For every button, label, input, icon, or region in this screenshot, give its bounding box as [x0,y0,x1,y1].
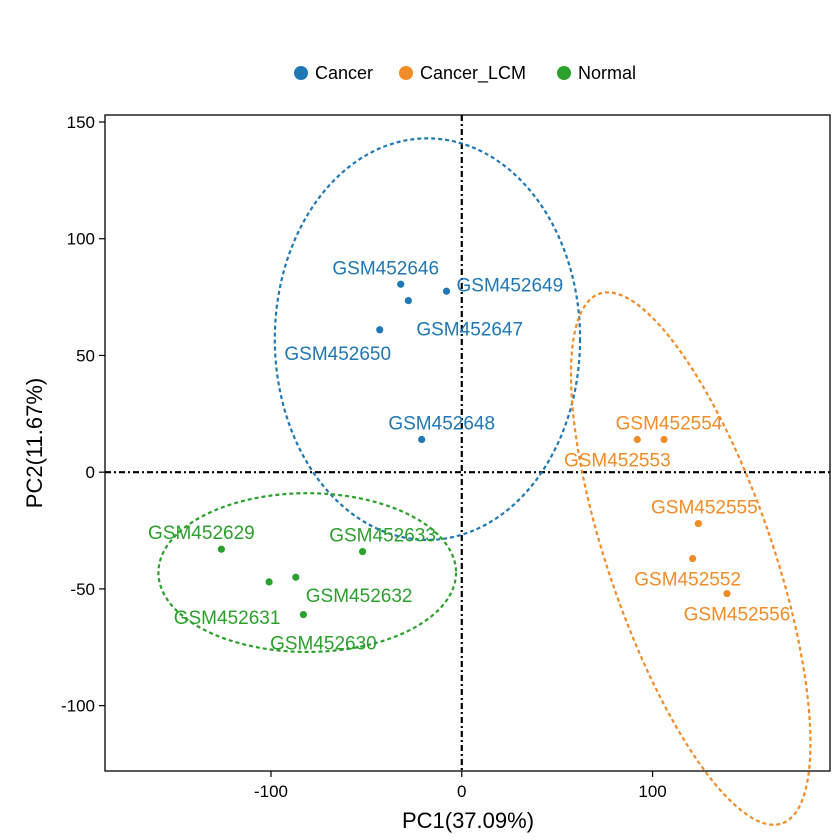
point-label-gsm452555: GSM452555 [651,498,758,519]
x-axis-title: PC1(37.09%) [402,808,534,833]
point-label-gsm452631: GSM452631 [174,608,281,629]
point-label-gsm452647: GSM452647 [416,320,523,341]
x-tick-label: 100 [638,782,666,801]
data-point-gsm452629 [217,545,225,553]
data-point-gsm452647 [404,296,412,305]
data-point-gsm452650 [376,326,384,334]
y-axis: -100 -50 0 50 100 150 [61,113,105,716]
legend-marker-normal [557,66,571,80]
legend-label-cancer-lcm: Cancer_LCM [420,63,526,84]
point-label-gsm452648: GSM452648 [388,413,495,434]
data-points [217,280,731,619]
legend-label-normal: Normal [578,63,636,83]
data-point-gsm452646 [397,280,405,288]
data-point-gsm452554 [660,435,668,444]
point-labels: GSM452646 GSM452649 GSM452647 GSM452650 GSM4… [148,258,790,654]
y-tick-label: 150 [67,113,95,132]
legend-marker-cancer-lcm [399,66,413,80]
point-label-gsm452553: GSM452553 [564,450,671,471]
data-point-gsm452631 [265,578,273,586]
point-label-gsm452646: GSM452646 [332,258,439,279]
ellipse-normal [157,492,458,654]
point-label-gsm452650: GSM452650 [284,344,391,365]
x-tick-label: -100 [254,782,288,801]
point-label-gsm452649: GSM452649 [457,275,564,296]
legend-label-cancer: Cancer [315,63,373,83]
data-point-gsm452552 [689,554,697,563]
y-tick-label: -100 [61,697,95,716]
data-point-gsm452648 [418,435,426,444]
plot-panel [104,114,831,772]
point-label-gsm452630: GSM452630 [270,634,377,655]
y-tick-label: 50 [76,346,95,365]
y-tick-label: -50 [70,580,95,599]
point-label-gsm452633: GSM452633 [329,526,436,547]
point-label-gsm452629: GSM452629 [148,523,255,544]
reference-lines [105,115,830,771]
data-point-gsm452632 [292,573,300,581]
point-label-gsm452556: GSM452556 [684,605,791,626]
data-point-gsm452555 [694,519,702,528]
data-point-gsm452630 [299,610,308,619]
x-axis: -100 0 100 [254,771,667,801]
legend: Cancer Cancer_LCM Normal [294,63,636,84]
y-axis-title: PC2(11.67%) [22,378,47,508]
data-point-gsm452556 [723,589,731,598]
ellipse-cancer-lcm [569,291,812,826]
ellipse-cancer [273,137,582,541]
point-label-gsm452554: GSM452554 [616,413,723,434]
x-tick-label: 0 [457,782,466,801]
y-tick-label: 0 [86,463,95,482]
confidence-ellipses [157,137,812,826]
y-tick-label: 100 [67,230,95,249]
point-label-gsm452632: GSM452632 [306,586,413,607]
legend-marker-cancer [294,66,308,80]
data-point-gsm452633 [358,547,367,556]
data-point-gsm452553 [633,435,641,444]
data-point-gsm452649 [442,287,451,295]
point-label-gsm452552: GSM452552 [634,570,741,591]
